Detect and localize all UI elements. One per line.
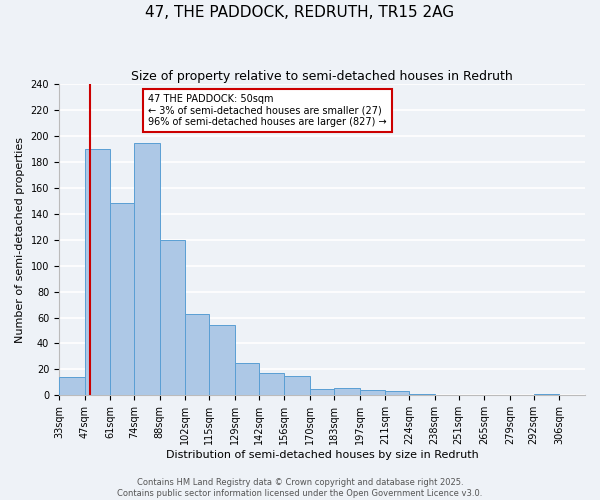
Bar xyxy=(533,394,559,396)
Bar xyxy=(359,390,385,396)
Text: 47 THE PADDOCK: 50sqm
← 3% of semi-detached houses are smaller (27)
96% of semi-: 47 THE PADDOCK: 50sqm ← 3% of semi-detac… xyxy=(148,94,387,126)
Bar xyxy=(259,374,284,396)
Text: 47, THE PADDOCK, REDRUTH, TR15 2AG: 47, THE PADDOCK, REDRUTH, TR15 2AG xyxy=(145,5,455,20)
Bar xyxy=(134,142,160,396)
Bar xyxy=(385,392,409,396)
Y-axis label: Number of semi-detached properties: Number of semi-detached properties xyxy=(15,137,25,343)
Bar xyxy=(284,376,310,396)
Bar xyxy=(160,240,185,396)
Title: Size of property relative to semi-detached houses in Redruth: Size of property relative to semi-detach… xyxy=(131,70,513,83)
Bar xyxy=(110,204,134,396)
Bar xyxy=(310,389,334,396)
Bar xyxy=(85,149,110,396)
Bar xyxy=(209,326,235,396)
Bar xyxy=(409,394,434,396)
Bar xyxy=(235,363,259,396)
Bar xyxy=(59,377,85,396)
Bar xyxy=(334,388,359,396)
Text: Contains HM Land Registry data © Crown copyright and database right 2025.
Contai: Contains HM Land Registry data © Crown c… xyxy=(118,478,482,498)
X-axis label: Distribution of semi-detached houses by size in Redruth: Distribution of semi-detached houses by … xyxy=(166,450,478,460)
Bar xyxy=(185,314,209,396)
